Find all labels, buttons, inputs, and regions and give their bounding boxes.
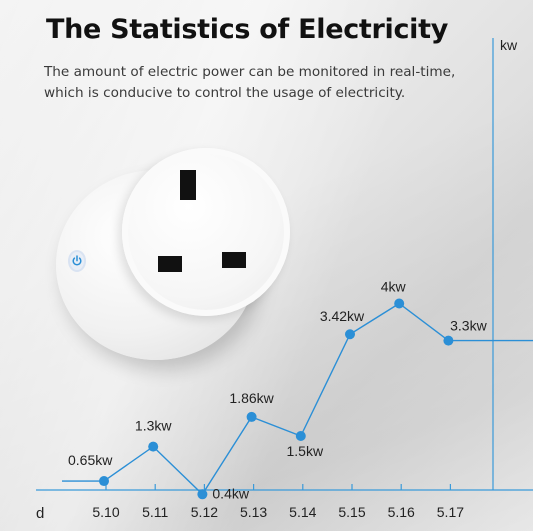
x-tick-label: 5.14 — [289, 504, 316, 520]
data-label: 3.42kw — [320, 308, 365, 324]
chart-lines — [62, 302, 533, 496]
socket-slot-neutral — [222, 252, 246, 268]
x-axis-label: d — [36, 505, 44, 522]
page-title: The Statistics of Electricity — [46, 14, 449, 45]
x-tick-label: 5.12 — [191, 504, 218, 520]
data-point — [246, 411, 257, 422]
data-label: 3.3kw — [450, 318, 487, 334]
data-label: 4kw — [381, 279, 407, 295]
data-label: 1.5kw — [287, 443, 324, 459]
page-subtitle: The amount of electric power can be moni… — [44, 64, 456, 101]
y-axis-label: kw — [500, 37, 518, 53]
chart-labels: 0.65kw 1.3kw 0.4kw 1.86kw 1.5kw 3.42kw 4kw 3.3k… — [68, 279, 488, 502]
data-point — [197, 489, 208, 500]
data-label: 1.86kw — [229, 390, 274, 406]
data-label: 0.4kw — [212, 485, 249, 501]
smart-plug-image — [56, 130, 296, 370]
power-icon — [68, 250, 86, 272]
x-tick-label: 5.13 — [240, 504, 267, 520]
chart-axes: kw d 5.10 5.11 5.12 5.13 5.14 5.15 5.16 5.17 — [36, 37, 533, 522]
x-tick-label: 5.11 — [142, 504, 168, 520]
x-tick-label: 5.16 — [388, 504, 415, 520]
data-point — [295, 431, 306, 441]
data-label: 1.3kw — [135, 418, 172, 434]
data-point — [443, 335, 454, 346]
series-line — [62, 302, 533, 496]
chart-points — [99, 298, 454, 500]
data-point — [345, 329, 355, 340]
data-point — [99, 476, 109, 487]
data-point — [394, 298, 405, 309]
data-point — [148, 441, 159, 452]
x-tick-label: 5.17 — [437, 504, 464, 520]
x-tick-label: 5.15 — [338, 504, 365, 520]
socket-slot-live — [158, 256, 182, 272]
plug-socket-face — [122, 148, 290, 316]
socket-slot-earth — [180, 170, 196, 200]
x-tick-label: 5.10 — [92, 504, 119, 520]
data-label: 0.65kw — [68, 452, 113, 468]
